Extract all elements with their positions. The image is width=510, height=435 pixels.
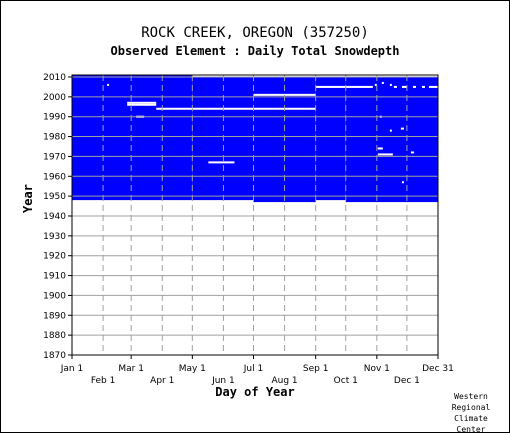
chart-title: ROCK CREEK, OREGON (357250) — [141, 25, 369, 41]
credit-line: Climate — [454, 414, 488, 423]
credit-line: Regional — [451, 403, 491, 412]
data-coverage-block — [345, 76, 438, 203]
x-tick-label: Dec 31 — [422, 364, 454, 374]
y-tick-label: 1930 — [43, 232, 66, 242]
y-tick-label: 1880 — [43, 331, 66, 341]
y-tick-label: 1920 — [43, 252, 66, 262]
y-tick-label: 1870 — [43, 351, 66, 361]
x-tick-label: Oct 1 — [334, 376, 358, 386]
y-tick-label: 1950 — [43, 192, 66, 202]
missing-data-segment — [389, 129, 392, 132]
data-coverage-block — [192, 76, 254, 201]
y-tick-label: 1970 — [43, 152, 66, 162]
x-tick-label: Nov 1 — [364, 364, 390, 374]
y-tick-label: 1910 — [43, 272, 66, 282]
y-tick-label: 1940 — [43, 212, 66, 222]
missing-data-segment — [127, 103, 157, 106]
missing-data-segment — [156, 107, 316, 110]
missing-data-segment — [412, 85, 416, 88]
y-tick-label: 1980 — [43, 133, 66, 143]
x-tick-label: Feb 1 — [91, 376, 116, 386]
x-tick-label: Apr 1 — [150, 376, 174, 386]
credit-line: Western — [454, 392, 488, 401]
missing-data-segment — [401, 85, 407, 88]
missing-data-segment — [381, 81, 384, 84]
x-tick-label: Mar 1 — [118, 364, 144, 374]
missing-data-segment — [377, 147, 383, 150]
y-tick-label: 1990 — [43, 113, 66, 123]
x-tick-label: May 1 — [179, 364, 206, 374]
x-tick-label: Jun 1 — [211, 376, 235, 386]
missing-data-segment — [315, 85, 373, 88]
chart-subtitle: Observed Element : Daily Total Snowdepth — [110, 44, 400, 58]
missing-data-segment — [410, 151, 414, 154]
x-tick-label: Jul 1 — [243, 364, 263, 374]
missing-data-segment — [389, 83, 392, 86]
missing-data-segment — [393, 85, 397, 88]
x-tick-label: Sep 1 — [303, 364, 329, 374]
x-tick-label: Jan 1 — [60, 364, 83, 374]
credit-text: Western Regional Climate Center — [441, 391, 501, 435]
y-tick-label: 1890 — [43, 311, 66, 321]
missing-data-segment — [253, 93, 316, 96]
data-coverage-block — [315, 76, 346, 201]
missing-data-segment — [400, 127, 404, 130]
credit-line: Center — [456, 425, 486, 434]
plot-border — [71, 74, 439, 356]
missing-data-segment — [377, 153, 393, 156]
x-axis-label: Day of Year — [215, 385, 295, 399]
missing-data-segment — [428, 85, 438, 88]
missing-data-segment — [374, 83, 377, 86]
y-tick-label: 1960 — [43, 172, 66, 182]
y-tick-label: 2010 — [43, 73, 66, 83]
missing-data-segment — [421, 85, 425, 88]
missing-data-segment — [127, 101, 157, 104]
missing-data-segment — [208, 161, 235, 164]
y-tick-label: 2000 — [43, 93, 66, 103]
x-tick-label: Dec 1 — [394, 376, 420, 386]
x-tick-label: Aug 1 — [271, 376, 297, 386]
missing-data-segment — [401, 181, 404, 184]
data-coverage-block — [72, 75, 193, 201]
missing-data-segment — [107, 83, 110, 86]
y-tick-label: 1900 — [43, 291, 66, 301]
